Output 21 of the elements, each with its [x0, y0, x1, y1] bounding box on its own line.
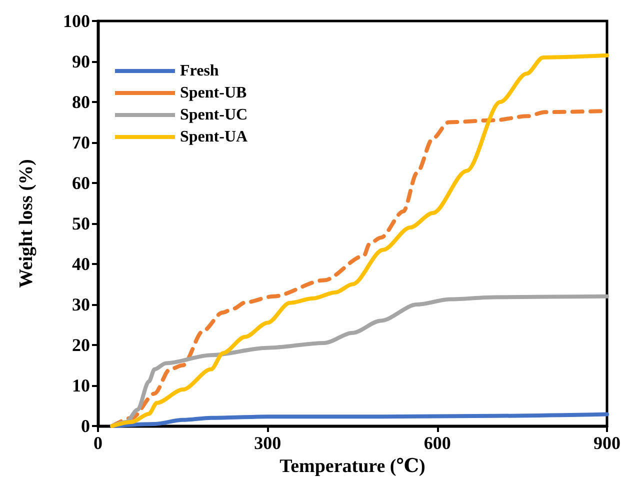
- y-tick-label: 40: [72, 254, 90, 274]
- y-tick-label: 30: [72, 294, 90, 314]
- y-tick-label: 80: [72, 92, 90, 112]
- x-tick-label: 600: [424, 433, 451, 453]
- y-tick-label: 60: [72, 173, 90, 193]
- y-axis-title: Weight loss (%): [16, 159, 37, 288]
- legend-label: Spent-UA: [180, 128, 248, 146]
- y-tick-label: 10: [72, 376, 90, 396]
- y-tick-label: 90: [72, 52, 90, 72]
- y-tick-label: 50: [72, 214, 90, 234]
- x-tick-label: 300: [254, 433, 282, 453]
- y-tick-label: 70: [72, 132, 90, 152]
- y-tick-label: 0: [81, 416, 90, 436]
- x-tick-label: 900: [594, 433, 620, 453]
- legend-label: Spent-UC: [180, 106, 248, 124]
- y-tick-label: 20: [72, 335, 90, 355]
- legend-label: Fresh: [180, 62, 219, 80]
- x-tick-label: 0: [94, 433, 102, 453]
- y-tick-label: 100: [63, 11, 90, 31]
- legend-label: Spent-UB: [180, 84, 248, 102]
- x-axis-title: Temperature (℃): [280, 456, 426, 477]
